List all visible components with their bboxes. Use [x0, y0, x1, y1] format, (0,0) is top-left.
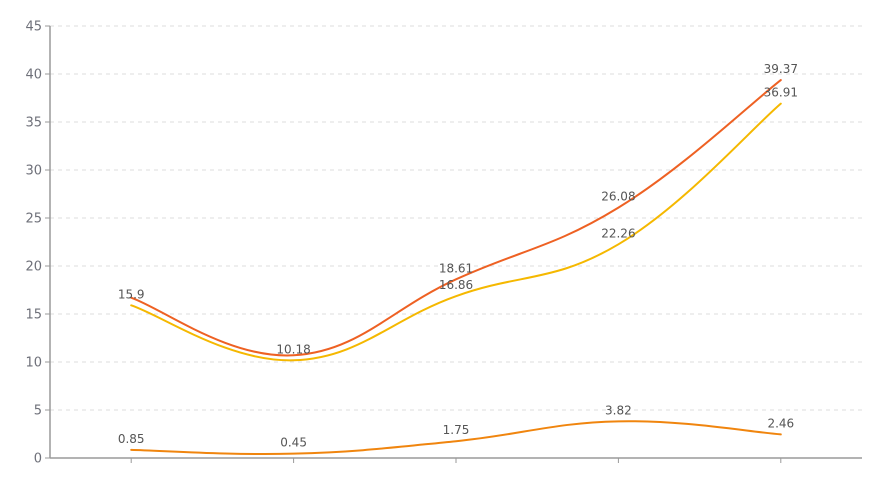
- series-line-2: [130, 102, 782, 362]
- data-label: 1.75: [443, 423, 470, 437]
- data-label: 16.86: [439, 278, 473, 292]
- y-tick-label: 25: [25, 212, 42, 227]
- data-label: 36.91: [764, 86, 798, 100]
- y-tick-label: 20: [25, 260, 42, 275]
- series-line-1: [130, 79, 782, 357]
- y-tick-label: 40: [25, 68, 42, 83]
- data-label: 26.08: [601, 190, 635, 204]
- y-tick-label: 0: [34, 452, 42, 467]
- data-label: 3.82: [605, 403, 632, 417]
- series-layer: [130, 79, 782, 456]
- data-label: 0.85: [118, 432, 145, 446]
- y-tick-label: 15: [25, 308, 42, 323]
- y-tick-label: 30: [25, 164, 42, 179]
- data-label-layer: 18.61 26.08 39.37 15.9 10.18 16.86 22.26 36.91 0…: [118, 62, 798, 450]
- data-label: 2.46: [767, 416, 794, 430]
- data-label: 22.26: [601, 226, 635, 240]
- series-line-3: [130, 420, 782, 456]
- y-tick-label: 35: [25, 116, 42, 131]
- axis-layer: 0 5 10 15 20 25 30 35 40 45: [25, 20, 862, 467]
- y-tick-label: 5: [34, 404, 42, 419]
- y-tick-label: 10: [25, 356, 42, 371]
- grid-layer: [50, 25, 862, 411]
- y-tick-label: 45: [25, 20, 42, 35]
- data-label: 10.18: [276, 342, 310, 356]
- data-label: 18.61: [439, 261, 473, 275]
- data-label: 15.9: [118, 287, 145, 301]
- data-label: 0.45: [280, 436, 307, 450]
- data-label: 39.37: [764, 62, 798, 76]
